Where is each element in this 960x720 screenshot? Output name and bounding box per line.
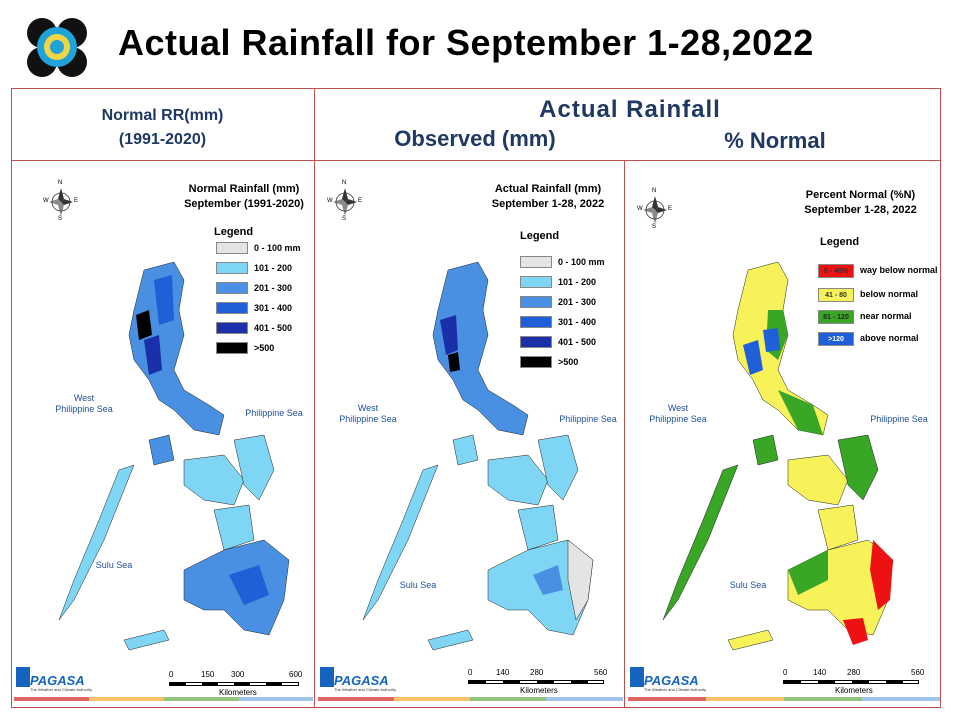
legend-item: 81 - 120 near normal: [818, 310, 958, 324]
observed-header: Observed (mm): [394, 126, 556, 151]
philippines-map-normal: [58, 261, 290, 651]
pagasa-logo: PAGASA The Weather and Climate Authority: [320, 665, 400, 695]
sea-label-south: Sulu Sea: [95, 560, 133, 570]
legend-item: 401 - 500: [216, 322, 356, 335]
actual-rainfall-map-panel: N S W E Actual Rainfall (mm) September 1-…: [318, 160, 618, 700]
divider-1: [314, 88, 315, 708]
normal-header-line1: Normal RR(mm): [101, 107, 224, 124]
pagasa-logo: PAGASA The Weather and Climate Authority: [16, 665, 96, 695]
color-stripe: [394, 697, 470, 701]
scale-bar: 0 140 280 560 Kilometers: [468, 668, 608, 695]
legend-item: >120 above normal: [818, 332, 958, 346]
sea-label-south: Sulu Sea: [729, 580, 767, 590]
color-stripe: [14, 697, 89, 701]
legend-title: Legend: [820, 236, 860, 248]
pagasa-logo: PAGASA The Weather and Climate Authority: [630, 665, 710, 695]
map-title: Actual Rainfall (mm) September 1-28, 2022: [491, 183, 605, 210]
pct-normal-header: % Normal: [724, 128, 826, 153]
legend-item: 41 - 80 below normal: [818, 288, 958, 302]
color-stripe: [706, 697, 784, 701]
page-title: Actual Rainfall for September 1-28,2022: [118, 22, 814, 63]
legend-item: >500: [216, 342, 356, 355]
legend-item: 101 - 200: [216, 262, 356, 275]
header-divider: [11, 160, 941, 161]
sea-label-east: Philippine Sea: [559, 414, 617, 424]
map-title: Normal Rainfall (mm) September (1991-2020…: [184, 183, 304, 210]
legend-item: 0 - 100 mm: [216, 242, 356, 255]
comparison-frame: [11, 88, 941, 708]
percent-normal-map-panel: N S W E Percent Normal (%N) September 1-2…: [628, 160, 938, 700]
legend-item: 401 - 500: [520, 336, 660, 349]
legend-item: 301 - 400: [520, 316, 660, 329]
actual-header: Actual Rainfall: [539, 96, 721, 123]
sea-label-south: Sulu Sea: [399, 580, 437, 590]
sea-label-west: West Philippine Sea: [649, 403, 707, 424]
color-stripe: [470, 697, 546, 701]
legend-item: >500: [520, 356, 660, 369]
legend-item: 201 - 300: [216, 282, 356, 295]
scale-bar: 0 140 280 560 Kilometers: [783, 668, 925, 695]
compass-rose-icon: N S W E: [43, 180, 79, 222]
legend-title: Legend: [520, 230, 560, 242]
map-title: Percent Normal (%N) September 1-28, 2022: [804, 189, 917, 216]
normal-rainfall-map-panel: N S W E Normal Rainfall (mm) September (1…: [14, 160, 314, 700]
pagasa-seal-logo: [22, 15, 92, 80]
sea-label-east: Philippine Sea: [245, 408, 303, 418]
legend-item: 0 - 100 mm: [520, 256, 660, 269]
color-stripe: [546, 697, 623, 701]
divider-2: [624, 160, 625, 708]
legend-item: 0 - 40% way below normal: [818, 264, 958, 278]
normal-header-line2: (1991-2020): [118, 131, 207, 148]
philippines-map-percent-normal: [662, 261, 894, 651]
compass-rose-icon: N S W E: [327, 180, 363, 222]
color-stripe: [784, 697, 862, 701]
legend-item: 301 - 400: [216, 302, 356, 315]
color-stripe: [628, 697, 706, 701]
legend-item: 201 - 300: [520, 296, 660, 309]
color-stripe: [862, 697, 940, 701]
legend-item: 101 - 200: [520, 276, 660, 289]
philippines-map-actual: [362, 261, 594, 651]
sea-label-east: Philippine Sea: [870, 414, 928, 424]
sea-label-west: West Philippine Sea: [339, 403, 397, 424]
compass-rose-icon: N S W E: [637, 188, 673, 230]
normal-header: Normal RR(mm) (1991-2020): [40, 104, 285, 152]
color-stripe: [239, 697, 313, 701]
scale-bar: 0 150 300 600 Kilometers: [169, 670, 303, 697]
sea-label-west: West Philippine Sea: [55, 393, 113, 414]
color-stripe: [164, 697, 239, 701]
color-stripe: [318, 697, 394, 701]
color-stripe: [89, 697, 164, 701]
legend-title: Legend: [214, 226, 254, 238]
